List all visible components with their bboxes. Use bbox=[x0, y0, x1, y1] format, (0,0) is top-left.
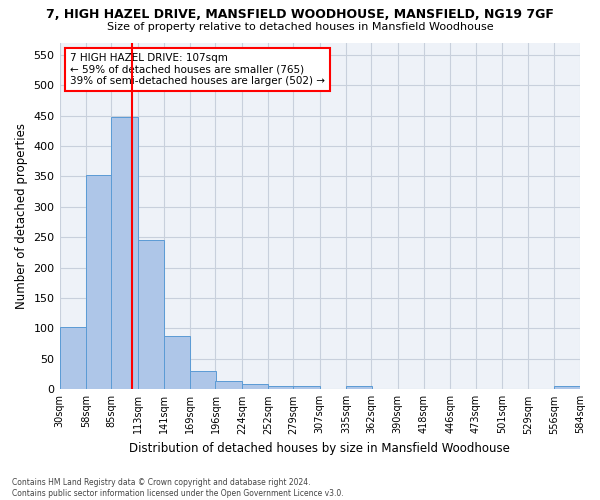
Text: Contains HM Land Registry data © Crown copyright and database right 2024.
Contai: Contains HM Land Registry data © Crown c… bbox=[12, 478, 344, 498]
Text: 7 HIGH HAZEL DRIVE: 107sqm
← 59% of detached houses are smaller (765)
39% of sem: 7 HIGH HAZEL DRIVE: 107sqm ← 59% of deta… bbox=[70, 53, 325, 86]
Text: Size of property relative to detached houses in Mansfield Woodhouse: Size of property relative to detached ho… bbox=[107, 22, 493, 32]
Bar bbox=[137, 240, 164, 390]
Bar bbox=[346, 386, 373, 390]
Text: 7, HIGH HAZEL DRIVE, MANSFIELD WOODHOUSE, MANSFIELD, NG19 7GF: 7, HIGH HAZEL DRIVE, MANSFIELD WOODHOUSE… bbox=[46, 8, 554, 20]
Bar bbox=[190, 371, 217, 390]
Bar bbox=[215, 382, 242, 390]
Bar bbox=[268, 386, 295, 390]
Bar bbox=[164, 336, 190, 390]
Bar bbox=[293, 386, 320, 390]
X-axis label: Distribution of detached houses by size in Mansfield Woodhouse: Distribution of detached houses by size … bbox=[130, 442, 510, 455]
Bar bbox=[59, 326, 86, 390]
Bar bbox=[554, 386, 580, 390]
Bar bbox=[86, 174, 112, 390]
Bar bbox=[242, 384, 268, 390]
Bar bbox=[111, 118, 137, 390]
Y-axis label: Number of detached properties: Number of detached properties bbox=[15, 123, 28, 309]
